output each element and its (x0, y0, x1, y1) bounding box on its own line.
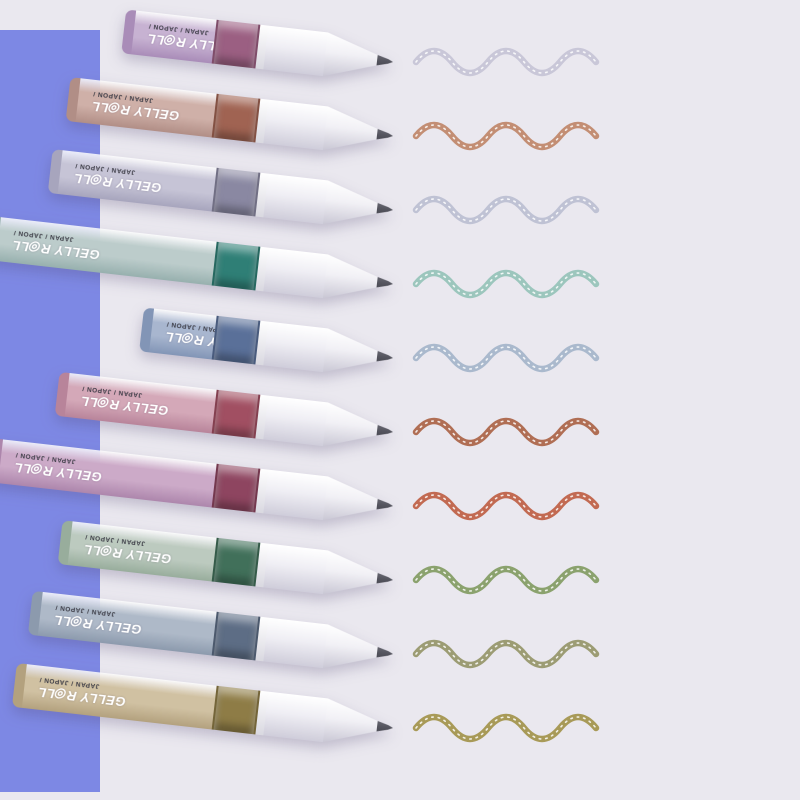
pen-grip (263, 469, 328, 521)
ink-swatch-stardust-copper-bronze (412, 417, 600, 447)
gel-pen-stardust-copper-rose: GELLY R◎LL JAPAN / JAPON / (65, 77, 396, 158)
pen-label-block: GELLY R◎LL JAPAN / JAPON / (53, 603, 144, 637)
pen-label-block: GELLY R◎LL JAPAN / JAPON / (13, 451, 104, 485)
pen-ink-window (211, 93, 261, 143)
pen-ink-window (211, 389, 261, 439)
pen-metal-tip (375, 112, 396, 158)
pen-label-block: GELLY R◎LL JAPAN / JAPON / (83, 533, 174, 567)
ink-swatch-stardust-copper-rose (412, 121, 600, 151)
pen-grip (263, 617, 328, 669)
pen-ink-window (211, 463, 261, 513)
pen-grip (263, 543, 328, 595)
swatch-sparkle-overlay (415, 716, 597, 740)
ink-swatch-stardust-olive-green (412, 565, 600, 595)
pen-ink-window (211, 315, 261, 365)
pen-ink-window (211, 685, 261, 735)
pen-nose-cone (323, 254, 380, 304)
swatch-sparkle-overlay (415, 272, 597, 296)
pen-label-block: GELLY R◎LL JAPAN / JAPON / (11, 229, 102, 263)
pen-metal-tip (375, 260, 396, 306)
pen-metal-tip (375, 38, 396, 84)
gel-pen-stardust-copper-bronze: GELLY R◎LL JAPAN / JAPON / (54, 371, 396, 454)
pen-nose-cone (323, 550, 380, 600)
pen-metal-tip (375, 482, 396, 528)
gel-pen-stardust-silver-lilac: GELLY R◎LL JAPAN / JAPON / (121, 9, 395, 83)
pen-nose-cone (323, 328, 380, 378)
pen-label-block: GELLY R◎LL JAPAN / JAPON / (80, 385, 171, 419)
pen-metal-tip (375, 704, 396, 750)
swatch-wave (412, 343, 600, 373)
swatch-sparkle-overlay (415, 124, 597, 148)
pen-grip (263, 173, 328, 225)
ink-swatch-stardust-teal-mint (412, 269, 600, 299)
pen-grip (263, 321, 328, 373)
swatch-wave (412, 491, 600, 521)
swatch-wave (412, 195, 600, 225)
pen-metal-tip (375, 408, 396, 454)
pen-label-block: GELLY R◎LL JAPAN / JAPON / (146, 22, 216, 56)
pen-nose-cone (323, 624, 380, 674)
pen-grip (263, 25, 328, 77)
swatch-wave (412, 269, 600, 299)
pen-ink-window (211, 167, 261, 217)
gel-pen-stardust-steel-blue: GELLY R◎LL JAPAN / JAPON / (139, 307, 396, 380)
pen-label-block: GELLY R◎LL JAPAN / JAPON / (91, 90, 182, 124)
pen-grip (263, 99, 328, 151)
pen-metal-tip (375, 556, 396, 602)
swatch-wave (412, 639, 600, 669)
swatch-sparkle-overlay (415, 346, 597, 370)
pen-label-block: GELLY R◎LL JAPAN / JAPON / (37, 676, 128, 710)
pen-label-block: GELLY R◎LL JAPAN / JAPON / (164, 320, 217, 354)
swatch-wave (412, 47, 600, 77)
pen-barrel: GELLY R◎LL JAPAN / JAPON / (149, 308, 217, 360)
pen-nose-cone (323, 32, 380, 82)
swatch-sparkle-overlay (415, 494, 597, 518)
pen-ink-window (211, 241, 261, 291)
pen-grip (263, 247, 328, 299)
pen-barrel: GELLY R◎LL JAPAN / JAPON / (131, 10, 217, 64)
ink-swatch-stardust-olive-gray (412, 639, 600, 669)
swatch-wave (412, 121, 600, 151)
swatch-sparkle-overlay (415, 568, 597, 592)
pen-metal-tip (375, 630, 396, 676)
swatch-sparkle-overlay (415, 642, 597, 666)
swatch-wave (412, 713, 600, 743)
swatch-wave (412, 565, 600, 595)
swatch-sparkle-overlay (415, 50, 597, 74)
pen-ink-window (211, 537, 261, 587)
swatch-sparkle-overlay (415, 198, 597, 222)
pen-metal-tip (375, 186, 396, 232)
pen-metal-tip (375, 334, 396, 380)
pen-nose-cone (323, 180, 380, 230)
swatch-sparkle-overlay (415, 420, 597, 444)
pen-nose-cone (323, 698, 380, 748)
pen-ink-window (211, 19, 261, 69)
pen-label-block: GELLY R◎LL JAPAN / JAPON / (73, 162, 164, 196)
pen-ink-window (211, 611, 261, 661)
ink-swatch-stardust-steel-blue (412, 343, 600, 373)
pen-grip (263, 691, 328, 743)
pen-nose-cone (323, 476, 380, 526)
swatch-wave (412, 417, 600, 447)
pen-nose-cone (323, 402, 380, 452)
gel-pen-stardust-olive-green: GELLY R◎LL JAPAN / JAPON / (57, 520, 396, 602)
ink-swatch-stardust-silver-blue (412, 195, 600, 225)
ink-swatch-stardust-red-copper (412, 491, 600, 521)
ink-swatch-stardust-silver-lilac (412, 47, 600, 77)
pen-nose-cone (323, 106, 380, 156)
pen-grip (263, 395, 328, 447)
ink-swatch-stardust-gold (412, 713, 600, 743)
